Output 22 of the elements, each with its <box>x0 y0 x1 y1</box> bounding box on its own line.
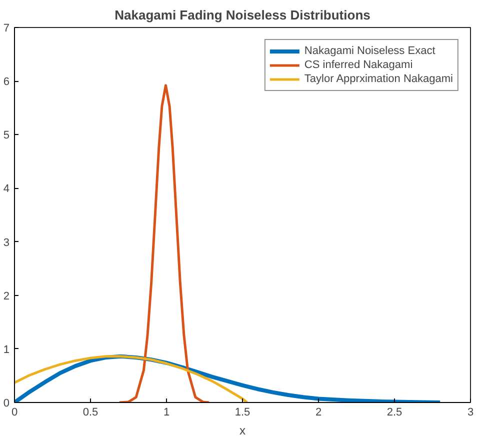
legend-label: Taylor Apprximation Nakagami <box>304 72 453 86</box>
line-series <box>118 84 210 402</box>
x-axis-title: x <box>240 424 246 438</box>
y-tick-label: 6 <box>3 76 10 88</box>
x-tick-label: 0.5 <box>82 406 98 418</box>
x-tick-label: 1.5 <box>234 406 250 418</box>
y-tick-label: 4 <box>3 183 10 196</box>
y-tick-label: 7 <box>3 22 10 34</box>
y-tick-label: 5 <box>3 130 10 142</box>
y-tick-label: 3 <box>3 236 10 249</box>
line-series <box>14 355 248 402</box>
x-tick-label: 2.5 <box>386 406 402 418</box>
y-tick-label: 2 <box>3 290 10 302</box>
x-tick-label: 0 <box>11 406 18 418</box>
y-tick-label: 0 <box>3 398 10 410</box>
x-tick-label: 3 <box>467 406 474 418</box>
x-tick-label: 1 <box>163 406 170 418</box>
y-tick-label: 1 <box>3 344 10 356</box>
x-tick-label: 2 <box>315 406 322 418</box>
legend-label: Nakagami Noiseless Exact <box>304 44 436 58</box>
legend-label: CS inferred Nakagami <box>304 58 413 72</box>
chart-title: Nakagami Fading Noiseless Distributions <box>114 8 370 22</box>
